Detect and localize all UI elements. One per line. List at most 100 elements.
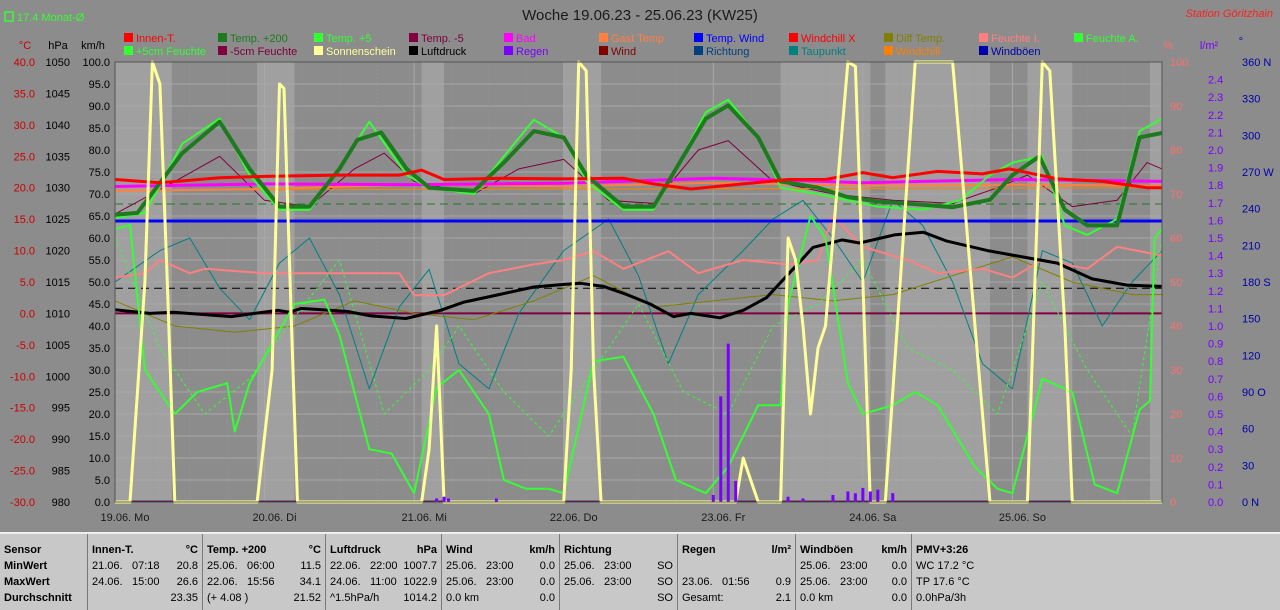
column-header: Luftdruck bbox=[330, 544, 381, 556]
row-date: 0.0hPa/3h bbox=[916, 592, 967, 604]
row-label: MaxWert bbox=[4, 576, 50, 588]
column-header: Windböen bbox=[800, 544, 854, 556]
rain-bars bbox=[435, 343, 895, 502]
dir-tick-label: 90 O bbox=[1242, 387, 1266, 399]
rain-tick-label: 0.7 bbox=[1208, 374, 1223, 386]
legend-swatch bbox=[884, 33, 893, 42]
column-unit: km/h bbox=[881, 544, 907, 556]
legend-swatch bbox=[599, 33, 608, 42]
legend-swatch bbox=[314, 33, 323, 42]
hpa-tick-label: 980 bbox=[52, 497, 70, 509]
rain-tick-label: 1.8 bbox=[1208, 180, 1223, 192]
rain-bar bbox=[891, 493, 895, 502]
rain-tick-label: 1.1 bbox=[1208, 303, 1223, 315]
hpa-tick-label: 995 bbox=[52, 403, 70, 415]
footer-row: 22.06. 15:56 34.1 bbox=[207, 576, 321, 592]
column-unit: l/m² bbox=[771, 544, 791, 556]
rain-tick-label: 0.4 bbox=[1208, 427, 1223, 439]
rain-tick-label: 0.2 bbox=[1208, 462, 1223, 474]
kmh-tick-label: 80.0 bbox=[89, 145, 110, 157]
row-value: 1007.7 bbox=[403, 560, 437, 572]
footer-row: 25.06. 06:00 11.5 bbox=[207, 560, 321, 576]
legend-label: Regen bbox=[516, 46, 548, 58]
rain-tick-label: 2.2 bbox=[1208, 110, 1223, 122]
row-date: 25.06. bbox=[800, 560, 831, 572]
row-date: 21.06. bbox=[92, 560, 123, 572]
row-date: 25.06. bbox=[446, 560, 477, 572]
dir-tick-label: 180 S bbox=[1242, 277, 1271, 289]
rain-bar bbox=[868, 491, 872, 502]
kmh-tick-label: 60.0 bbox=[89, 233, 110, 245]
legend-swatch bbox=[1074, 33, 1083, 42]
footer-row: MinWert bbox=[4, 560, 83, 576]
pct-tick-label: 60 bbox=[1170, 233, 1182, 245]
dir-tick-label: 360 N bbox=[1242, 57, 1271, 69]
kmh-tick-label: 40.0 bbox=[89, 321, 110, 333]
series-sonnenschein bbox=[115, 60, 1162, 504]
row-date: ^1.5hPa/h bbox=[330, 592, 380, 604]
footer-row: 23.35 bbox=[92, 592, 198, 608]
legend-label: Windchill X bbox=[801, 33, 856, 45]
hpa-tick-label: 1050 bbox=[46, 57, 70, 69]
legend-swatch bbox=[694, 33, 703, 42]
pct-tick-label: 0 bbox=[1170, 497, 1176, 509]
dir-tick-label: 60 bbox=[1242, 424, 1254, 436]
pct-tick-label: 100 bbox=[1170, 57, 1188, 69]
column-header: Richtung bbox=[564, 544, 612, 556]
temp-tick-label: 10.0 bbox=[14, 246, 35, 258]
pct-tick-label: 70 bbox=[1170, 189, 1182, 201]
footer-row: MaxWert bbox=[4, 576, 83, 592]
dir-tick-label: 210 bbox=[1242, 240, 1260, 252]
legend-label: Temp. Wind bbox=[706, 33, 764, 45]
footer-row: 25.06. 23:00 SO bbox=[564, 576, 673, 592]
hpa-tick-label: 1015 bbox=[46, 277, 70, 289]
kmh-axis-label: km/h bbox=[81, 40, 105, 52]
row-date: 22.06. bbox=[207, 576, 238, 588]
row-time: 11:00 bbox=[370, 576, 397, 588]
legend-label: Temp. +5 bbox=[326, 33, 372, 45]
rain-bar bbox=[861, 487, 865, 502]
temp-tick-label: -10.0 bbox=[10, 371, 35, 383]
row-date: 25.06. bbox=[446, 576, 477, 588]
row-time: 23:00 bbox=[840, 560, 868, 572]
legend-label: Temp. -5 bbox=[421, 33, 464, 45]
row-value: 0.0 bbox=[891, 576, 907, 588]
footer-header: Innen-T. °C bbox=[92, 544, 198, 560]
footer-row: 23.06. 01:56 0.9 bbox=[682, 576, 791, 592]
row-value: 0.0 bbox=[539, 592, 555, 604]
series-temp-200 bbox=[114, 103, 1163, 228]
footer-header: PMV+3:26 bbox=[916, 544, 1280, 560]
kmh-tick-label: 10.0 bbox=[89, 453, 110, 465]
row-date: 25.06. bbox=[564, 576, 595, 588]
row-value: 23.35 bbox=[170, 592, 198, 604]
row-value: SO bbox=[657, 592, 673, 604]
footer-row: WC 17.2 °C bbox=[916, 560, 1280, 576]
series-feuchte-a- bbox=[114, 215, 1163, 495]
dir-tick-label: 300 bbox=[1242, 130, 1260, 142]
hpa-tick-label: 1000 bbox=[46, 371, 70, 383]
footer-row: Gesamt: 2.1 bbox=[682, 592, 791, 608]
pct-tick-label: 80 bbox=[1170, 145, 1182, 157]
row-date: 24.06. bbox=[92, 576, 123, 588]
column-unit: °C bbox=[308, 544, 321, 556]
rain-tick-label: 1.4 bbox=[1208, 251, 1223, 263]
row-label: Durchschnitt bbox=[4, 592, 72, 604]
temp-tick-label: -25.0 bbox=[10, 466, 35, 478]
row-date: 0.0 km bbox=[446, 592, 480, 604]
temp-tick-label: -30.0 bbox=[10, 497, 35, 509]
legend-label: -5cm Feuchte bbox=[230, 46, 297, 58]
x-tick-label: 25.06. So bbox=[999, 512, 1046, 524]
monthly-avg-label: 17.4 Monat-Ø bbox=[17, 12, 85, 24]
row-date: TP 17.6 °C bbox=[916, 576, 970, 588]
row-value: 0.9 bbox=[775, 576, 791, 588]
footer-column: PMV+3:26 WC 17.2 °C TP 17.6 °C 0.0hPa/3h bbox=[912, 534, 1280, 610]
legend-swatch bbox=[409, 46, 418, 55]
series-gast-temp bbox=[114, 181, 1163, 192]
kmh-tick-label: 70.0 bbox=[89, 189, 110, 201]
footer-row: 25.06. 23:00 0.0 bbox=[800, 576, 907, 592]
kmh-tick-label: 30.0 bbox=[89, 365, 110, 377]
kmh-tick-label: 75.0 bbox=[89, 167, 110, 179]
row-value: 0.0 bbox=[891, 560, 907, 572]
footer-row: 0.0 km 0.0 bbox=[446, 592, 555, 608]
column-header: PMV+3:26 bbox=[916, 544, 969, 556]
